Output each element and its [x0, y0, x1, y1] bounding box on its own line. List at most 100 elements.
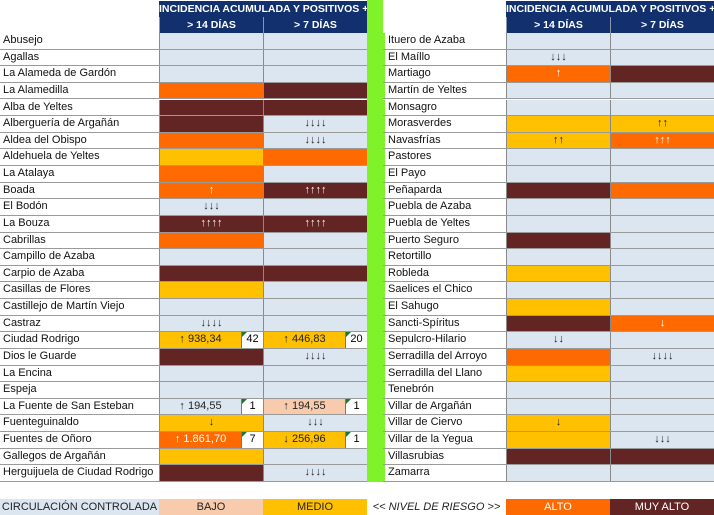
municipality-name: Navasfrías: [383, 132, 506, 149]
municipality-name: Monsagro: [383, 99, 506, 116]
cell-7-days: ↑↑: [610, 116, 714, 132]
municipality-name: Sepulcro-Hilario: [383, 332, 506, 348]
cell-14-days: [506, 315, 610, 332]
cell-7-days: [610, 398, 714, 415]
incidence-value: ↑ 938,34: [179, 333, 222, 346]
cell-14-days: [506, 182, 610, 199]
table-row: El Bodón ↓↓↓: [0, 199, 367, 216]
cell-7-days: ↑↑↑↑: [263, 215, 367, 232]
municipality-name: Tenebrón: [383, 382, 506, 398]
cell-14-days: [159, 66, 263, 82]
municipality-name: Villasrubias: [383, 448, 506, 465]
trend-down-icon: ↓↓↓: [203, 200, 220, 213]
cell-14-days: [506, 116, 610, 132]
cell-7-days: [263, 49, 367, 66]
table-row: Serradilla del Arroyo ↓↓↓↓: [383, 348, 714, 366]
trend-up-icon: ↑↑↑↑: [304, 216, 327, 229]
cell-7-days: ↓↓↓↓: [263, 465, 367, 481]
positives-count: 20: [345, 332, 367, 348]
positives-count: 7: [241, 432, 263, 448]
municipality-name: La Encina: [3, 366, 52, 379]
cell-7-days: ↓↓↓: [263, 415, 367, 432]
cell-7-days: ↑ 446,83 20: [263, 332, 367, 348]
municipality-name: Gallegos de Argañán: [3, 449, 106, 462]
cell-7-days: [263, 82, 367, 99]
cell-14-days: ↑↑: [506, 132, 610, 149]
cell-14-days: [506, 348, 610, 365]
incidence-value: ↑ 194,55: [283, 399, 326, 412]
cell-14-days: [159, 99, 263, 116]
legend-alto: ALTO: [506, 499, 610, 515]
municipality-name: El Payo: [383, 166, 506, 182]
legend-bajo: BAJO: [159, 499, 263, 515]
trend-up-icon: ↑↑↑↑: [304, 183, 327, 196]
table-row: Martiago ↑: [383, 66, 714, 83]
incidence-value: ↓ 256,96: [283, 433, 326, 446]
table-row: Serradilla del Llano: [383, 365, 714, 383]
table-row: Sepulcro-Hilario ↓↓: [383, 332, 714, 349]
cell-14-days: [159, 265, 263, 282]
municipality-name: Campillo de Azaba: [3, 250, 95, 263]
incidence-value: ↑ 446,83: [283, 333, 326, 346]
cell-7-days: [610, 199, 714, 215]
cell-7-days: [263, 199, 367, 215]
municipality-name: Saelices el Chico: [383, 282, 506, 299]
cell-7-days: [610, 232, 714, 249]
table-row: La Bouza ↑↑↑↑ ↑↑↑↑: [0, 215, 367, 233]
cell-14-days: [159, 382, 263, 398]
cell-7-days: [263, 382, 367, 398]
trend-down-icon: ↓↓↓: [307, 416, 324, 429]
cell-7-days: [610, 182, 714, 199]
cell-7-days: ↑↑↑↑: [263, 182, 367, 199]
table-row: Dios le Guarde ↓↓↓↓: [0, 348, 367, 366]
cell-14-days: [159, 249, 263, 265]
municipality-name: Villar de la Yegua: [383, 432, 506, 448]
trend-down-icon: ↓↓↓: [550, 50, 567, 63]
cell-7-days: [263, 99, 367, 116]
cell-14-days: [159, 149, 263, 165]
cell-7-days: [610, 282, 714, 299]
trend-down-icon: ↓↓: [553, 333, 564, 346]
municipality-name: Zamarra: [383, 465, 506, 481]
cell-14-days: [159, 82, 263, 99]
table-row: Cabrillas: [0, 232, 367, 250]
municipality-name: Herguijuela de Ciudad Rodrigo: [3, 466, 154, 479]
cell-7-days: [263, 299, 367, 315]
cell-14-days: [506, 166, 610, 182]
cell-14-days: [159, 232, 263, 249]
municipality-name: Fuentes de Oñoro: [3, 433, 92, 446]
table-row: La Fuente de San Esteban ↑ 194,55 1 ↑ 194,5…: [0, 398, 367, 416]
table-row: La Encina: [0, 365, 367, 383]
cell-14-days: [506, 465, 610, 481]
table-row: Puebla de Azaba: [383, 199, 714, 216]
cell-7-days: [610, 166, 714, 182]
municipality-name: Ciudad Rodrigo: [3, 333, 80, 346]
cell-14-days: ↑ 194,55 1: [159, 398, 263, 415]
table-row: El Sahugo: [383, 299, 714, 316]
table-row: Boada ↑ ↑↑↑↑: [0, 182, 367, 200]
table-row: Robleda: [383, 265, 714, 283]
table-row: Aldea del Obispo ↓↓↓↓: [0, 132, 367, 150]
municipality-name: Castillejo de Martín Viejo: [3, 300, 125, 313]
positives-count: 1: [345, 432, 367, 448]
cell-14-days: ↑ 1.861,70 7: [159, 432, 263, 448]
cell-14-days: [159, 282, 263, 299]
municipality-name: La Bouza: [3, 216, 50, 229]
table-row: Pastores: [383, 149, 714, 166]
municipality-name: Robleda: [383, 265, 506, 282]
cell-7-days: [263, 166, 367, 182]
table-row: Zamarra: [383, 465, 714, 482]
cell-7-days: [610, 249, 714, 265]
municipality-name: Casillas de Flores: [3, 283, 91, 296]
municipality-name: Agallas: [3, 50, 40, 63]
header-title: INCIDENCIA ACUMULADA Y POSITIVOS +60 AÑO…: [506, 1, 714, 17]
cell-7-days: ↓↓↓: [610, 432, 714, 448]
cell-14-days: [159, 49, 263, 66]
cell-7-days: [610, 365, 714, 382]
cell-7-days: [610, 265, 714, 282]
cell-14-days: [506, 398, 610, 415]
cell-14-days: ↓↓↓↓: [159, 315, 263, 332]
municipality-name: Martín de Yeltes: [383, 82, 506, 99]
cell-14-days: [506, 282, 610, 299]
table-row: Saelices el Chico: [383, 282, 714, 300]
